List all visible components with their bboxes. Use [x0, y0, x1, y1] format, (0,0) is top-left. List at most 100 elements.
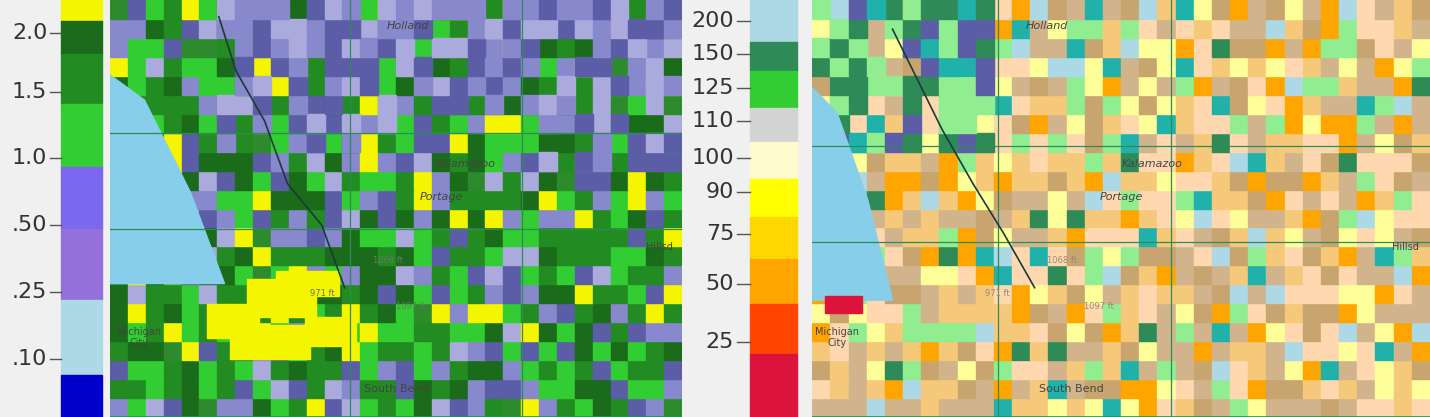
- Bar: [646, 133, 664, 152]
- Bar: [110, 341, 129, 360]
- Bar: [272, 19, 289, 38]
- Bar: [646, 114, 664, 133]
- Bar: [975, 284, 994, 303]
- Bar: [1157, 303, 1175, 322]
- Bar: [1030, 227, 1048, 246]
- Bar: [325, 284, 343, 303]
- Bar: [343, 398, 360, 417]
- Bar: [848, 76, 867, 95]
- Bar: [276, 271, 339, 296]
- Bar: [217, 208, 235, 227]
- Bar: [1140, 341, 1157, 360]
- Bar: [1357, 95, 1376, 114]
- Text: 125: 125: [692, 78, 734, 98]
- Bar: [378, 208, 396, 227]
- Bar: [1048, 57, 1067, 76]
- Bar: [163, 322, 182, 341]
- Bar: [1048, 360, 1067, 379]
- Bar: [958, 95, 975, 114]
- Bar: [378, 114, 396, 133]
- Bar: [611, 322, 629, 341]
- Bar: [253, 246, 272, 265]
- Bar: [558, 114, 575, 133]
- Bar: [664, 76, 682, 95]
- Bar: [253, 57, 272, 76]
- Bar: [629, 360, 646, 379]
- Bar: [1411, 38, 1430, 57]
- Bar: [110, 57, 129, 76]
- Bar: [360, 133, 378, 152]
- Bar: [1067, 171, 1085, 190]
- Bar: [1194, 360, 1213, 379]
- Bar: [200, 95, 217, 114]
- Bar: [449, 114, 468, 133]
- Bar: [343, 133, 360, 152]
- Bar: [1194, 246, 1213, 265]
- Bar: [994, 19, 1012, 38]
- Bar: [611, 19, 629, 38]
- Bar: [885, 284, 904, 303]
- Bar: [182, 227, 200, 246]
- Bar: [1230, 227, 1248, 246]
- Bar: [432, 341, 449, 360]
- Bar: [1303, 190, 1321, 208]
- Bar: [975, 76, 994, 95]
- Bar: [994, 0, 1012, 19]
- Text: Portage: Portage: [420, 192, 463, 202]
- Bar: [468, 114, 486, 133]
- Bar: [146, 19, 163, 38]
- Bar: [921, 133, 940, 152]
- Bar: [812, 303, 831, 322]
- Bar: [867, 379, 885, 398]
- Bar: [664, 360, 682, 379]
- Bar: [129, 303, 146, 322]
- Bar: [593, 114, 611, 133]
- Bar: [360, 38, 378, 57]
- Bar: [1411, 57, 1430, 76]
- Bar: [378, 57, 396, 76]
- Bar: [921, 284, 940, 303]
- Bar: [1194, 265, 1213, 284]
- Bar: [940, 227, 958, 246]
- Bar: [1140, 246, 1157, 265]
- Bar: [378, 95, 396, 114]
- Bar: [921, 19, 940, 38]
- Bar: [1321, 171, 1338, 190]
- Bar: [1157, 38, 1175, 57]
- Bar: [378, 227, 396, 246]
- Bar: [468, 208, 486, 227]
- Bar: [289, 322, 306, 341]
- Bar: [1085, 284, 1103, 303]
- Bar: [558, 379, 575, 398]
- Bar: [629, 19, 646, 38]
- Bar: [629, 0, 646, 19]
- Bar: [1030, 171, 1048, 190]
- Bar: [415, 76, 432, 95]
- Bar: [521, 379, 539, 398]
- Bar: [235, 0, 253, 19]
- Bar: [110, 265, 129, 284]
- Bar: [129, 379, 146, 398]
- Bar: [867, 95, 885, 114]
- Bar: [200, 0, 217, 19]
- Bar: [848, 265, 867, 284]
- Bar: [1140, 265, 1157, 284]
- Bar: [1067, 341, 1085, 360]
- Bar: [558, 227, 575, 246]
- Bar: [247, 279, 316, 317]
- Bar: [1357, 133, 1376, 152]
- Bar: [1248, 265, 1267, 284]
- Bar: [1140, 114, 1157, 133]
- Bar: [1411, 208, 1430, 227]
- Bar: [1230, 341, 1248, 360]
- Bar: [289, 227, 306, 246]
- Bar: [629, 114, 646, 133]
- Bar: [885, 0, 904, 19]
- Bar: [1338, 265, 1357, 284]
- Bar: [575, 76, 593, 95]
- Bar: [1357, 208, 1376, 227]
- Bar: [1248, 322, 1267, 341]
- Bar: [885, 265, 904, 284]
- Text: 90: 90: [706, 182, 734, 202]
- Bar: [1175, 190, 1194, 208]
